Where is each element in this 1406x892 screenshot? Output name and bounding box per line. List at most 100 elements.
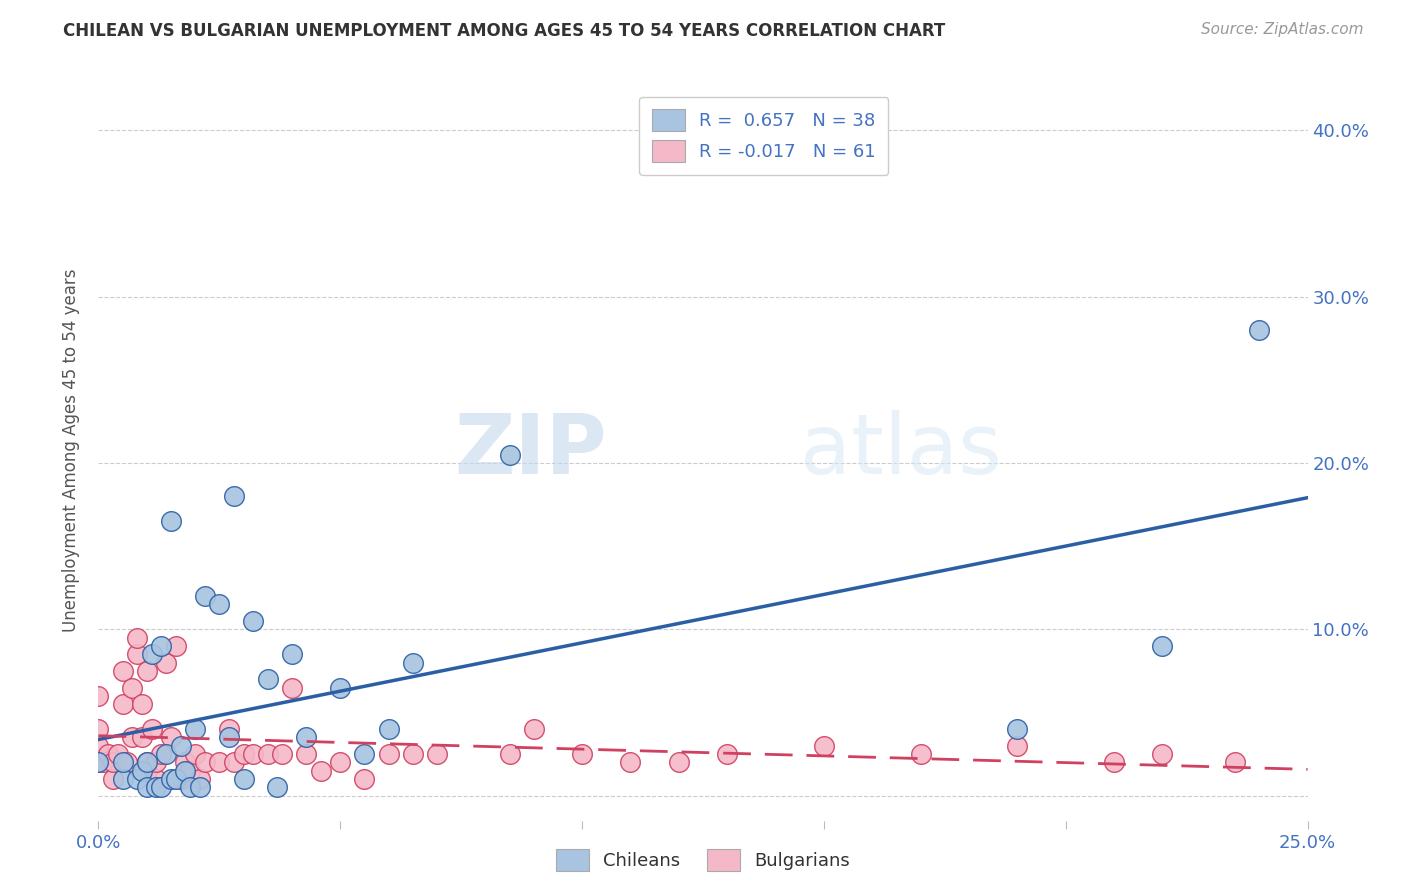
Point <box>111 756 134 770</box>
Point <box>619 756 641 770</box>
Point <box>160 731 183 745</box>
Point <box>131 764 153 778</box>
Point <box>111 697 134 711</box>
Point <box>135 780 157 795</box>
Point <box>141 722 163 736</box>
Point <box>256 747 278 761</box>
Point <box>402 747 425 761</box>
Point <box>135 756 157 770</box>
Point <box>222 489 245 503</box>
Point <box>218 722 240 736</box>
Point <box>377 722 399 736</box>
Point <box>117 756 139 770</box>
Point <box>208 598 231 612</box>
Point <box>155 656 177 670</box>
Point <box>1223 756 1246 770</box>
Point <box>222 756 245 770</box>
Point <box>309 764 332 778</box>
Point <box>111 664 134 678</box>
Point <box>1152 639 1174 653</box>
Point <box>232 772 254 786</box>
Legend: R =  0.657   N = 38, R = -0.017   N = 61: R = 0.657 N = 38, R = -0.017 N = 61 <box>640 96 889 175</box>
Point <box>179 764 201 778</box>
Point <box>242 747 264 761</box>
Point <box>498 448 520 462</box>
Point <box>155 747 177 761</box>
Point <box>169 772 191 786</box>
Point <box>402 656 425 670</box>
Point <box>127 631 149 645</box>
Point <box>160 772 183 786</box>
Point <box>1007 722 1029 736</box>
Point <box>160 514 183 528</box>
Point <box>145 772 167 786</box>
Point <box>281 681 304 695</box>
Text: ZIP: ZIP <box>454 410 606 491</box>
Point <box>131 731 153 745</box>
Point <box>353 772 375 786</box>
Point <box>179 780 201 795</box>
Point <box>813 739 835 753</box>
Point <box>145 756 167 770</box>
Point <box>218 731 240 745</box>
Point <box>716 747 738 761</box>
Point <box>329 756 352 770</box>
Point <box>271 747 294 761</box>
Point <box>188 780 211 795</box>
Point <box>87 739 110 753</box>
Point <box>329 681 352 695</box>
Point <box>910 747 932 761</box>
Point <box>87 689 110 703</box>
Point <box>165 772 187 786</box>
Point <box>135 764 157 778</box>
Point <box>107 747 129 761</box>
Point <box>174 764 197 778</box>
Point <box>135 756 157 770</box>
Point <box>295 747 318 761</box>
Point <box>184 747 207 761</box>
Point <box>242 614 264 628</box>
Point <box>353 747 375 761</box>
Point <box>150 639 173 653</box>
Point <box>87 722 110 736</box>
Point <box>1007 739 1029 753</box>
Point <box>377 747 399 761</box>
Point <box>87 756 110 770</box>
Legend: Chileans, Bulgarians: Chileans, Bulgarians <box>548 842 858 879</box>
Point <box>127 647 149 661</box>
Text: Source: ZipAtlas.com: Source: ZipAtlas.com <box>1201 22 1364 37</box>
Point <box>169 739 191 753</box>
Point <box>256 672 278 686</box>
Point <box>523 722 546 736</box>
Point <box>121 731 143 745</box>
Point <box>101 772 124 786</box>
Point <box>91 756 114 770</box>
Point <box>188 772 211 786</box>
Point <box>145 780 167 795</box>
Point <box>87 756 110 770</box>
Point <box>131 697 153 711</box>
Point <box>165 639 187 653</box>
Point <box>194 589 217 603</box>
Point <box>97 747 120 761</box>
Point <box>111 772 134 786</box>
Point <box>121 681 143 695</box>
Text: CHILEAN VS BULGARIAN UNEMPLOYMENT AMONG AGES 45 TO 54 YEARS CORRELATION CHART: CHILEAN VS BULGARIAN UNEMPLOYMENT AMONG … <box>63 22 945 40</box>
Point <box>1102 756 1125 770</box>
Point <box>498 747 520 761</box>
Point <box>194 756 217 770</box>
Point <box>150 780 173 795</box>
Y-axis label: Unemployment Among Ages 45 to 54 years: Unemployment Among Ages 45 to 54 years <box>62 268 80 632</box>
Point <box>174 756 197 770</box>
Point <box>232 747 254 761</box>
Point <box>135 664 157 678</box>
Point <box>184 722 207 736</box>
Point <box>426 747 449 761</box>
Point <box>1152 747 1174 761</box>
Point <box>571 747 593 761</box>
Point <box>668 756 690 770</box>
Point <box>281 647 304 661</box>
Point <box>141 647 163 661</box>
Text: atlas: atlas <box>800 410 1001 491</box>
Point <box>295 731 318 745</box>
